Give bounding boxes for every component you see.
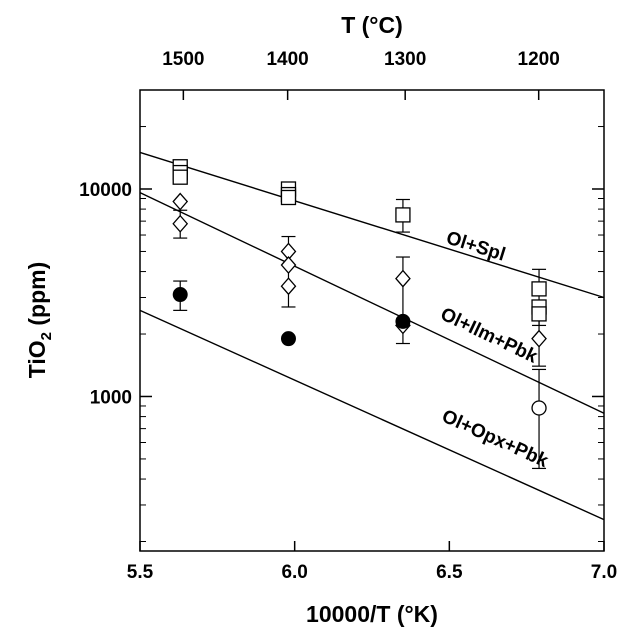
data-point-diamond — [172, 214, 189, 233]
major-ticks — [139, 188, 605, 551]
line-label: Ol+Spl — [444, 228, 508, 266]
top-tick-label: 1400 — [266, 49, 308, 70]
x-axis-title: 10000/T (°K) — [306, 601, 438, 627]
plot-frame — [139, 89, 605, 552]
reference-line — [139, 151, 605, 299]
top-tick-label: 1300 — [384, 49, 426, 70]
top-ticks — [182, 90, 540, 100]
data-point-diamond — [280, 277, 297, 296]
y-axis-title-sub: 2 — [38, 332, 55, 340]
data-point-square — [531, 281, 547, 297]
y-tick-label: 1000 — [90, 387, 132, 408]
top-axis-title: T (°C) — [341, 12, 403, 38]
data-point-diamond — [395, 269, 411, 288]
top-tick-label: 1200 — [518, 49, 560, 70]
line-label: Ol+Opx+Pbk — [439, 406, 552, 472]
markers — [172, 159, 547, 416]
x-tick-labels: 5.5 6.0 6.5 7.0 — [127, 562, 617, 583]
data-point-diamond — [172, 192, 189, 211]
y-axis-title: TiO2 (ppm) — [24, 262, 55, 379]
x-tick-label: 7.0 — [591, 562, 617, 583]
reference-line — [139, 192, 605, 414]
data-point-square — [395, 207, 411, 223]
top-tick-labels: 1500 1400 1300 1200 — [162, 49, 560, 70]
data-point-diamond — [280, 256, 297, 275]
x-tick-label: 5.5 — [127, 562, 154, 583]
x-tick-label: 6.0 — [281, 562, 307, 583]
data-point-open-circle — [531, 400, 547, 416]
data-point-square — [172, 169, 188, 185]
data-point-filled-circle — [395, 313, 411, 329]
data-point-square — [280, 189, 297, 206]
y-tick-label: 10000 — [79, 180, 132, 201]
y-tick-labels: 1000 10000 — [79, 180, 132, 408]
y-axis-title-main: TiO — [24, 340, 50, 378]
data-point-square — [531, 306, 547, 322]
data-point-filled-circle — [280, 331, 296, 347]
top-tick-label: 1500 — [162, 49, 204, 70]
minor-ticks — [140, 89, 604, 543]
reference-line — [139, 309, 605, 521]
reference-lines — [139, 151, 605, 521]
data-point-diamond — [531, 329, 547, 348]
y-axis-title-rest: (ppm) — [24, 262, 50, 332]
x-tick-label: 6.5 — [436, 562, 463, 583]
data-point-filled-circle — [172, 287, 188, 303]
